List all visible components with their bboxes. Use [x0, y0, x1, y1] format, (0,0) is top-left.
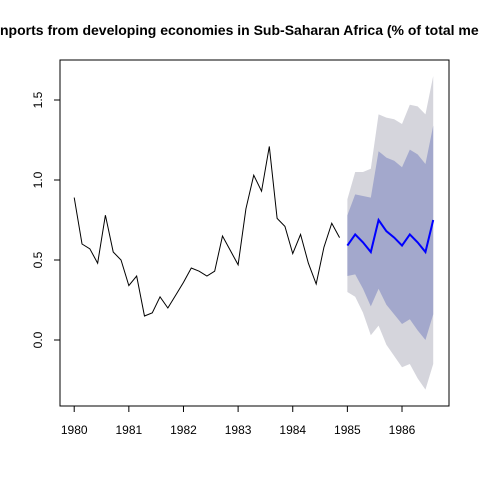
x-tick-label: 1986 — [389, 423, 416, 437]
y-tick-label: 0.5 — [31, 251, 45, 268]
x-tick-label: 1981 — [115, 423, 142, 437]
y-tick-label: 1.5 — [31, 91, 45, 108]
y-tick-label: 0.0 — [31, 331, 45, 348]
plot-frame — [59, 59, 450, 407]
series-line — [73, 146, 341, 317]
x-tick-label: 1985 — [334, 423, 361, 437]
chart-title: nports from developing economies in Sub-… — [0, 22, 479, 38]
x-tick-label: 1982 — [170, 423, 197, 437]
x-tick-label: 1980 — [61, 423, 88, 437]
x-tick-label: 1984 — [279, 423, 306, 437]
series-line — [346, 217, 435, 255]
x-tick-label: 1983 — [225, 423, 252, 437]
interval-band — [347, 125, 434, 340]
y-tick-label: 1.0 — [31, 171, 45, 188]
